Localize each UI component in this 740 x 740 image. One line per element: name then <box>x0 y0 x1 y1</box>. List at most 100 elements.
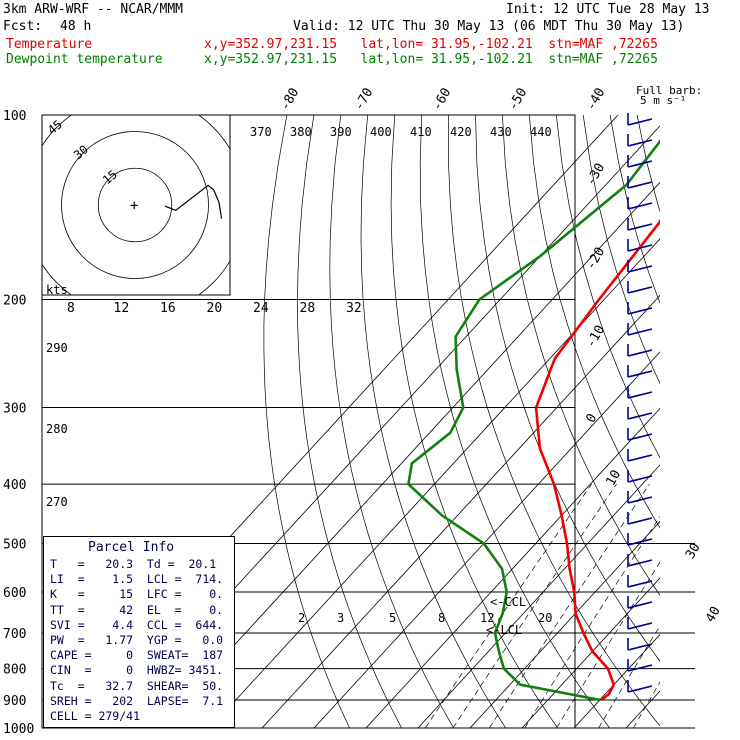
temperature-profile <box>534 218 660 702</box>
wind-barb <box>627 496 653 504</box>
wind-barb <box>627 286 653 294</box>
mixing-ratio-line <box>598 625 660 728</box>
wind-barb <box>627 475 653 483</box>
dry-adiabat <box>609 115 660 304</box>
parcel-info-row: T = 20.3 Td = 20.1 <box>50 557 217 571</box>
ccl-label: <-CCL <box>490 595 526 609</box>
temperature-location: x,y=352.97,231.15 lat,lon= 31.95,-102.21… <box>204 37 658 52</box>
mixing-ratio-line <box>452 483 617 728</box>
theta-label: 410 <box>410 125 432 139</box>
wind-barb <box>627 454 653 462</box>
isotherm-line <box>365 407 660 728</box>
dewpoint-location: x,y=352.97,231.15 lat,lon= 31.95,-102.21… <box>204 52 658 67</box>
isotherm-label: 10 <box>603 468 624 489</box>
mixing-ratio-line <box>632 681 660 728</box>
isotherm-label: -50 <box>506 86 531 114</box>
forecast-hours: 48 h <box>60 19 92 34</box>
theta-label: 400 <box>370 125 392 139</box>
model-title: 3km ARW-WRF -- NCAR/MMM <box>3 2 184 17</box>
mixing-ratio-label: 3 <box>337 611 344 625</box>
isotherm-label: -20 <box>583 245 608 273</box>
wind-barb <box>627 181 653 189</box>
dry-adiabat <box>555 115 660 459</box>
theta-label: 370 <box>250 125 272 139</box>
dry-adiabat-label: 280 <box>46 422 68 436</box>
hodograph-speed-label: 20 <box>207 301 223 316</box>
pressure-tick-label: 800 <box>3 663 26 678</box>
isotherm-line <box>261 294 660 728</box>
dry-adiabat-label: 270 <box>46 495 68 509</box>
dry-adiabat <box>360 115 506 728</box>
isotherm-line <box>678 115 740 728</box>
hodograph-speed-label: 28 <box>300 301 316 316</box>
pressure-tick-label: 900 <box>3 694 26 709</box>
pressure-tick-label: 600 <box>3 586 26 601</box>
dry-adiabat-label: 290 <box>46 341 68 355</box>
theta-label: 390 <box>330 125 352 139</box>
isotherm-label: -80 <box>278 86 303 114</box>
isotherm-label: 30 <box>683 541 704 562</box>
parcel-info-row: PW = 1.77 YGP = 0.0 <box>50 633 224 647</box>
mixing-ratio-line <box>489 483 650 728</box>
theta-label: 380 <box>290 125 312 139</box>
pressure-tick-label: 1000 <box>3 722 34 737</box>
parcel-info-box: Parcel Info T = 20.3 Td = 20.1 LI = 1.5 L… <box>43 536 235 728</box>
mixing-ratio-label: 5 <box>389 611 396 625</box>
wind-barb <box>627 685 653 693</box>
pressure-tick-label: 300 <box>3 401 26 416</box>
mixing-ratio-line <box>425 483 592 728</box>
wind-barb <box>627 664 653 672</box>
wind-barb <box>627 118 653 126</box>
wind-barb <box>627 580 653 588</box>
isotherm-line <box>157 181 660 728</box>
wind-barb <box>627 517 653 525</box>
hodograph-speed-label: 32 <box>346 301 362 316</box>
wind-barb <box>627 349 653 357</box>
dry-adiabat <box>390 115 558 728</box>
dry-adiabat <box>636 115 660 213</box>
hodograph-trace <box>164 184 223 219</box>
wind-barb <box>627 139 653 147</box>
isotherm-label: -40 <box>584 86 609 114</box>
theta-label: 440 <box>530 125 552 139</box>
wind-barb <box>627 538 653 546</box>
hodograph-center: + <box>130 198 138 214</box>
isotherm-label: 0 <box>583 411 600 425</box>
parcel-info-row: SREH = 202 LAPSE= 7.1 <box>50 693 224 708</box>
dry-adiabat <box>664 115 740 728</box>
parcel-info-row: SVI = 4.4 CCL = 644. <box>50 617 224 632</box>
wind-barb <box>627 559 653 567</box>
hodograph-ring <box>61 131 209 279</box>
wind-barb <box>627 307 653 315</box>
wind-barb <box>627 643 653 651</box>
isotherm-line <box>417 464 660 728</box>
dewpoint-profile <box>407 139 660 702</box>
wind-barb <box>627 265 653 273</box>
dry-adiabat <box>329 115 454 728</box>
isotherm-label: 40 <box>703 604 724 625</box>
theta-label: 430 <box>490 125 512 139</box>
dry-adiabat <box>475 115 660 662</box>
wind-barb <box>627 433 653 441</box>
forecast-label: Fcst: <box>3 19 43 34</box>
hodograph-box <box>41 114 231 296</box>
pressure-tick-label: 400 <box>3 478 26 493</box>
isotherm-line <box>313 351 660 728</box>
parcel-info-row: CIN = 0 HWBZ= 3451. <box>50 663 224 678</box>
hodograph-speed-label: 16 <box>160 301 176 316</box>
mixing-ratio-label: 12 <box>480 611 494 625</box>
temperature-legend: Temperature <box>6 37 93 52</box>
lcl-label: <-LCL <box>486 623 522 637</box>
isotherm-label: -60 <box>430 86 455 114</box>
mixing-ratio-line <box>524 515 660 728</box>
parcel-info-row: LI = 1.5 LCL = 714. <box>50 572 224 587</box>
isotherm-line <box>521 577 660 728</box>
parcel-info-row: Tc = 32.7 SHEAR= 50. <box>50 678 224 693</box>
valid-time: Valid: 12 UTC Thu 30 May 13 (06 MDT Thu … <box>293 19 685 34</box>
hodograph-ring <box>97 167 173 243</box>
dry-adiabat <box>263 115 350 728</box>
parcel-info-row: CELL = 279/41 <box>50 709 141 723</box>
dry-adiabat <box>419 115 610 728</box>
parcel-info-row: K = 15 LFC = 0. <box>50 587 224 602</box>
